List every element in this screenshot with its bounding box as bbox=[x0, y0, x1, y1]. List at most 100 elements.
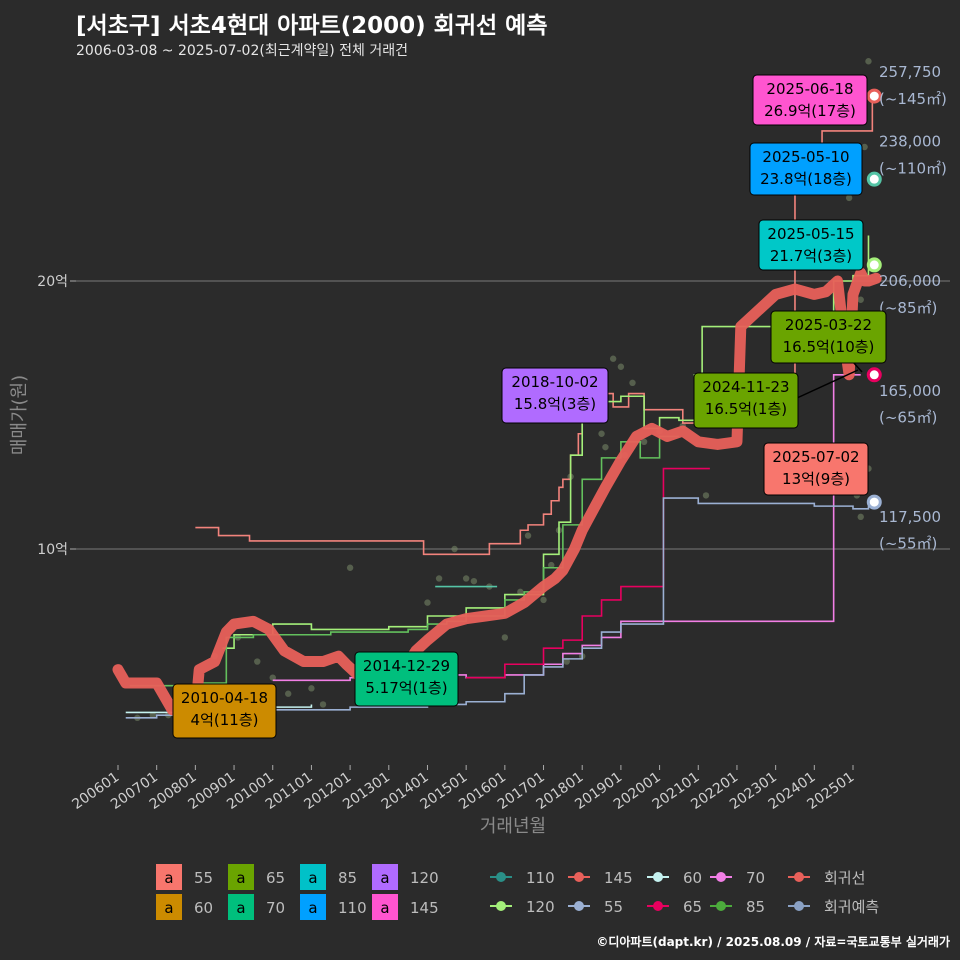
annotation-box bbox=[501, 367, 609, 424]
transaction-point bbox=[598, 430, 605, 437]
legend-line-label: 110 bbox=[526, 869, 555, 887]
legend-line-label: 120 bbox=[526, 898, 555, 916]
legend-line-marker bbox=[716, 872, 726, 882]
right-price-label: (~65㎡) bbox=[879, 409, 937, 427]
annotation-price: 26.9억(17층) bbox=[764, 102, 856, 120]
annotation-box bbox=[693, 372, 799, 429]
legend-fill-glyph: a bbox=[380, 869, 389, 887]
legend-line-marker bbox=[716, 901, 726, 911]
source-footer: ©디아파트(dapt.kr) / 2025.08.09 / 자료=국토교통부 실… bbox=[596, 935, 950, 949]
right-price-label: 257,750 bbox=[879, 63, 941, 81]
annotation-date: 2025-06-18 bbox=[766, 80, 853, 98]
latest-price-point bbox=[866, 367, 882, 383]
transaction-point bbox=[617, 363, 625, 370]
legend-line-label: 55 bbox=[604, 898, 623, 916]
right-price-label: (~145㎡) bbox=[879, 90, 947, 108]
legend-fill-swatch bbox=[372, 894, 398, 920]
transaction-point bbox=[524, 532, 532, 539]
legend-line-marker bbox=[574, 872, 584, 882]
latest-price-point bbox=[866, 494, 882, 510]
transaction-point bbox=[149, 711, 157, 719]
transaction-point bbox=[845, 194, 853, 202]
legend-line-label: 65 bbox=[683, 898, 702, 916]
legend-line-marker bbox=[653, 901, 663, 911]
legend-fill-glyph: a bbox=[164, 869, 173, 887]
legend-fill-swatch bbox=[156, 864, 182, 890]
transaction-point bbox=[285, 690, 292, 697]
transaction-point bbox=[269, 674, 276, 681]
latest-price-point bbox=[866, 171, 882, 187]
transaction-point bbox=[451, 545, 458, 553]
legend-fill-swatch bbox=[228, 864, 254, 890]
annotation-box bbox=[354, 651, 459, 707]
right-price-label: 238,000 bbox=[879, 133, 941, 151]
regression-line bbox=[112, 267, 882, 718]
annotation-date: 2010-04-18 bbox=[181, 689, 268, 707]
transaction-point bbox=[470, 577, 478, 585]
leader-line bbox=[852, 361, 863, 373]
legend-fill-label: 110 bbox=[338, 899, 367, 917]
legend-line-marker bbox=[574, 901, 584, 911]
annotation-box bbox=[758, 219, 864, 271]
annotation-box bbox=[763, 442, 869, 496]
legend-fill-label: 55 bbox=[194, 869, 213, 887]
annotation-price: 13억(9층) bbox=[782, 470, 850, 488]
legend-line-label: 60 bbox=[683, 869, 702, 887]
annotation-box bbox=[770, 310, 887, 364]
legend-fill-label: 70 bbox=[266, 899, 285, 917]
y-axis-title: 매매가(원) bbox=[9, 375, 30, 455]
annotation-price: 21.7억(3층) bbox=[770, 247, 852, 265]
legend-fill-label: 145 bbox=[410, 899, 439, 917]
legend-fill-glyph: a bbox=[380, 899, 389, 917]
legend-fill-label: 60 bbox=[194, 899, 213, 917]
chart-subtitle: 2006-03-08 ~ 2025-07-02(최근계약일) 전체 거래건 bbox=[76, 43, 408, 59]
legend-line-label: 회귀예측 bbox=[824, 898, 879, 916]
transaction-point bbox=[640, 438, 648, 445]
annotation-box bbox=[752, 74, 868, 126]
annotation-price: 15.8억(3층) bbox=[514, 395, 596, 413]
transaction-point bbox=[308, 685, 315, 692]
annotation-date: 2025-05-10 bbox=[762, 148, 849, 166]
legend-fill-glyph: a bbox=[308, 869, 317, 887]
transaction-point bbox=[346, 564, 354, 571]
legend-line-marker bbox=[496, 872, 506, 882]
legend-fill-label: 120 bbox=[410, 869, 439, 887]
transaction-point bbox=[609, 355, 617, 362]
legend-fill-label: 85 bbox=[338, 869, 357, 887]
legend-fill-swatch bbox=[228, 894, 254, 920]
chart-title: [서초구] 서초4현대 아파트(2000) 회귀선 예측 bbox=[76, 13, 548, 39]
legend-fill-glyph: a bbox=[164, 899, 173, 917]
transaction-point bbox=[857, 296, 864, 303]
legend-fill-swatch bbox=[300, 864, 326, 890]
legend-line-marker bbox=[653, 872, 663, 882]
right-price-label: (~110㎡) bbox=[879, 159, 947, 177]
legend-fill-swatch bbox=[372, 864, 398, 890]
legend-fill-swatch bbox=[300, 894, 326, 920]
series-120-line bbox=[222, 235, 870, 649]
transaction-point bbox=[435, 575, 443, 582]
annotation-price: 23.8억(18층) bbox=[760, 170, 852, 188]
series-65-line bbox=[466, 467, 710, 679]
transaction-point bbox=[602, 443, 609, 451]
transaction-point bbox=[548, 561, 555, 569]
annotation-date: 2018-10-02 bbox=[511, 373, 598, 391]
legend-fill-glyph: a bbox=[236, 869, 245, 887]
annotation-date: 2025-03-22 bbox=[785, 316, 872, 334]
transaction-point bbox=[254, 658, 261, 665]
y-tick-label: 20억 bbox=[37, 274, 68, 290]
legend-line-label: 회귀선 bbox=[824, 869, 865, 887]
transaction-point bbox=[563, 658, 570, 665]
annotation-date: 2025-05-15 bbox=[767, 225, 854, 243]
annotation-date: 2025-07-02 bbox=[772, 448, 859, 466]
latest-price-point bbox=[866, 257, 882, 273]
legend-fill-label: 65 bbox=[266, 869, 285, 887]
transaction-point bbox=[540, 596, 547, 604]
transaction-point bbox=[702, 492, 710, 499]
annotation-box bbox=[172, 683, 277, 739]
legend-line-marker bbox=[794, 872, 804, 882]
transaction-point bbox=[865, 58, 872, 65]
transaction-point bbox=[857, 513, 864, 521]
annotation-price: 4억(11층) bbox=[191, 711, 259, 729]
annotation-price: 5.17억(1층) bbox=[365, 679, 447, 697]
